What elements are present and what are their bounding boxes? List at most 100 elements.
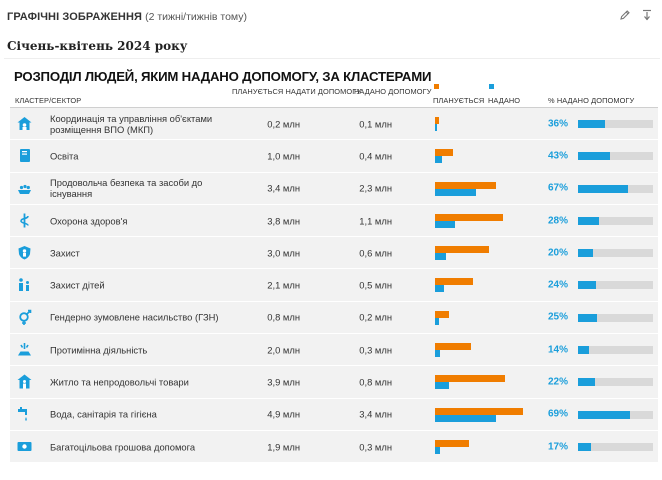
percent-label: 20% xyxy=(548,247,569,259)
bar-reached xyxy=(435,317,439,325)
food-security-icon xyxy=(16,180,33,197)
sector-name: Захист дітей xyxy=(50,279,105,291)
protection-icon xyxy=(16,244,33,261)
bar-planned xyxy=(435,375,506,383)
sector-name: Житло та непродовольчі товари xyxy=(50,376,189,388)
table-row: Вода, санітарія та гігієна 4,9 млн 3,4 млн… xyxy=(10,398,658,431)
header-actions xyxy=(618,8,654,22)
section-title-text: ГРАФІЧНІ ЗОБРАЖЕННЯ xyxy=(7,11,143,23)
reached-value: 0,8 млн xyxy=(359,376,392,388)
bar-group xyxy=(435,343,535,358)
percent-bar-track xyxy=(578,378,653,387)
table-row: Захист дітей 2,1 млн 0,5 млн 24% xyxy=(10,269,658,302)
chart-legend: ПЛАНУЄТЬСЯ НАДАНО xyxy=(433,84,538,106)
bar-group xyxy=(435,278,535,293)
col-header-reached: НАДАНО ДОПОМОГУ xyxy=(354,87,432,96)
col-header-percent: % НАДАНО ДОПОМОГУ xyxy=(548,96,635,105)
bar-group xyxy=(435,181,535,197)
table-row: Продовольча безпека та засоби до існуван… xyxy=(10,172,658,205)
sector-name: Вода, санітарія та гігієна xyxy=(50,408,157,420)
bar-planned xyxy=(435,149,453,157)
child-protection-icon xyxy=(16,276,33,293)
bar-group xyxy=(435,407,535,423)
planned-value: 3,4 млн xyxy=(267,182,300,194)
percent-label: 36% xyxy=(548,118,569,130)
bar-planned xyxy=(435,407,524,415)
percent-bar-fill xyxy=(578,216,599,225)
reached-value: 0,5 млн xyxy=(359,279,392,291)
bar-group xyxy=(435,213,535,229)
header-divider xyxy=(10,107,658,108)
planned-value: 0,2 млн xyxy=(267,118,300,130)
bar-reached xyxy=(435,220,455,228)
percent-label: 69% xyxy=(548,408,569,420)
percent-bar-track xyxy=(578,120,653,128)
shelter-nfi-icon xyxy=(16,373,33,390)
sector-name: Охорона здоров'я xyxy=(50,215,128,227)
percent-bar-track xyxy=(578,249,653,258)
legend-label-planned: ПЛАНУЄТЬСЯ xyxy=(433,96,485,105)
shelter-management-icon xyxy=(16,115,33,132)
sector-name: Координація та управління об'єктами розм… xyxy=(50,112,213,135)
percent-bar-track xyxy=(578,152,653,161)
percent-bar-track xyxy=(578,346,653,355)
reached-value: 0,6 млн xyxy=(359,247,392,259)
table-row: Житло та непродовольчі товари 3,9 млн 0,8 … xyxy=(10,366,658,399)
cluster-chart: РОЗПОДІЛ ЛЮДЕЙ, ЯКИМ НАДАНО ДОПОМОГУ, ЗА… xyxy=(4,58,660,468)
reached-value: 0,1 млн xyxy=(359,118,392,130)
sector-name: Багатоцільова грошова допомога xyxy=(50,441,196,453)
bar-planned xyxy=(435,310,450,318)
cash-assistance-icon xyxy=(16,438,33,455)
percent-bar-fill xyxy=(578,313,597,322)
legend-swatch-planned xyxy=(434,84,439,89)
education-icon xyxy=(16,147,33,164)
pencil-icon[interactable] xyxy=(618,8,632,22)
table-row: Освіта 1,0 млн 0,4 млн 43% xyxy=(10,140,658,173)
bar-planned xyxy=(435,213,504,221)
percent-bar-fill xyxy=(578,378,595,387)
planned-value: 3,0 млн xyxy=(267,247,300,259)
wash-icon xyxy=(16,406,33,423)
planned-value: 2,0 млн xyxy=(267,344,300,356)
bar-reached xyxy=(435,124,437,131)
reached-value: 0,2 млн xyxy=(359,311,392,323)
bar-group xyxy=(435,246,535,261)
col-header-sector: КЛАСТЕР/СЕКТОР xyxy=(15,96,82,105)
section-header: ГРАФІЧНІ ЗОБРАЖЕННЯ (2 тижні/тижнів тому… xyxy=(0,0,662,32)
reached-value: 0,4 млн xyxy=(359,150,392,162)
percent-label: 24% xyxy=(548,279,569,291)
health-icon xyxy=(16,212,33,229)
bar-group xyxy=(435,375,535,390)
percent-bar-fill xyxy=(578,410,630,419)
sector-name: Гендерно зумовлене насильство (ГЗН) xyxy=(50,311,219,323)
bar-reached xyxy=(435,446,441,454)
period-label: Січень-квітень 2024 року xyxy=(7,39,188,53)
time-ago: (2 тижні/тижнів тому) xyxy=(145,11,248,23)
percent-bar-fill xyxy=(578,184,629,193)
planned-value: 3,9 млн xyxy=(267,376,300,388)
sector-name: Освіта xyxy=(50,150,79,162)
pin-icon[interactable] xyxy=(640,8,654,22)
table-row: Охорона здоров'я 3,8 млн 1,1 млн 28% xyxy=(10,204,658,238)
bar-reached xyxy=(435,382,450,390)
table-row: Захист 3,0 млн 0,6 млн 20% xyxy=(10,237,658,270)
sector-name: Захист xyxy=(50,247,80,259)
bar-planned xyxy=(435,117,439,124)
legend-label-reached: НАДАНО xyxy=(488,96,521,105)
bar-planned xyxy=(435,181,497,189)
planned-value: 1,9 млн xyxy=(267,441,300,453)
bar-group xyxy=(435,149,535,164)
col-header-planned: ПЛАНУЄТЬСЯ НАДАТИ ДОПОМОГУ xyxy=(232,87,362,96)
sector-name: Протимінна діяльність xyxy=(50,344,148,356)
bar-group xyxy=(435,439,535,455)
percent-bar-fill xyxy=(578,442,591,451)
bar-reached xyxy=(435,188,477,196)
bar-reached xyxy=(435,285,444,293)
mine-action-icon xyxy=(16,341,33,358)
bar-group xyxy=(435,117,535,132)
reached-value: 0,3 млн xyxy=(359,344,392,356)
percent-label: 67% xyxy=(548,182,569,194)
sector-name: Продовольча безпека та засоби до існуван… xyxy=(50,177,203,200)
percent-bar-track xyxy=(578,216,653,225)
percent-bar-fill xyxy=(578,346,589,355)
